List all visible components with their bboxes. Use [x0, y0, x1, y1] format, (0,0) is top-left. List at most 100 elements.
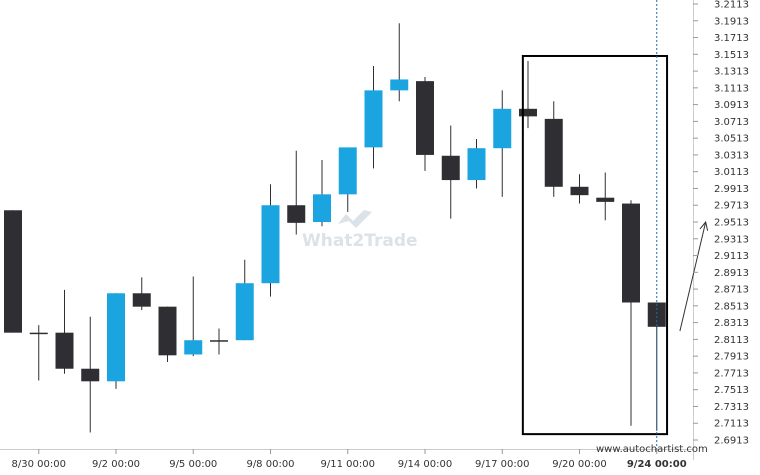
- candle: [313, 159, 331, 227]
- candle-body: [261, 205, 280, 284]
- plot-area: [0, 0, 694, 460]
- candle: [261, 184, 280, 297]
- overlays: [521, 0, 709, 449]
- y-tick-label: 2.9713: [714, 201, 749, 212]
- candle-body: [519, 108, 537, 117]
- candle-body: [544, 118, 563, 187]
- candle-body: [416, 81, 434, 155]
- y-tick-label: 2.9513: [714, 218, 749, 229]
- y-tick-label: 3.0113: [714, 167, 749, 178]
- candle: [81, 316, 100, 433]
- candle-body: [338, 147, 357, 195]
- y-axis: 3.2113 3.1913 3.1713 3.1513 3.1313 3.1113 3.09…: [693, 0, 749, 447]
- candle-body: [287, 205, 306, 223]
- candle: [441, 125, 460, 219]
- watermark-logo-icon: [338, 210, 372, 228]
- x-axis: 8/30 00:00 9/2 00:00 9/5 00:00 9/8 00:00 9/1…: [12, 449, 687, 470]
- y-tick-label: 3.2113: [714, 0, 749, 11]
- projection-arrow: [679, 221, 707, 332]
- y-tick-label: 3.0513: [714, 134, 749, 145]
- candles: [4, 23, 666, 433]
- y-tick-label: 2.7713: [714, 368, 749, 379]
- candle: [570, 174, 589, 204]
- candle-body: [441, 155, 460, 181]
- candle: [55, 289, 74, 374]
- y-tick-label: 2.7313: [714, 402, 749, 413]
- candle: [210, 328, 228, 355]
- y-tick-label: 3.0313: [714, 150, 749, 161]
- y-tick-label: 2.6913: [714, 436, 749, 447]
- candle-body: [493, 108, 512, 149]
- y-tick-label: 3.0713: [714, 117, 749, 128]
- candle-body: [570, 186, 589, 196]
- candle: [338, 147, 357, 212]
- candle-body: [29, 332, 48, 335]
- candle: [467, 138, 486, 189]
- candle-body: [132, 293, 151, 307]
- y-tick-label: 2.7113: [714, 419, 749, 430]
- candle: [493, 90, 512, 197]
- candle: [416, 76, 434, 171]
- y-tick-label: 2.8913: [714, 268, 749, 279]
- candle: [29, 325, 48, 381]
- candle-body: [4, 210, 22, 333]
- x-tick-label: 9/14 00:00: [398, 459, 452, 470]
- x-tick-label: 9/5 00:00: [169, 459, 217, 470]
- x-tick-label: 9/24 00:00: [627, 459, 687, 470]
- projection-arrow-head: [699, 220, 709, 231]
- candle: [184, 276, 203, 357]
- candle-body: [107, 293, 125, 382]
- candle-body: [158, 306, 177, 356]
- pattern-box: [521, 54, 669, 436]
- candle-body: [364, 90, 383, 148]
- candle: [158, 306, 177, 363]
- watermark-text: What2Trade: [302, 231, 418, 251]
- y-tick-label: 2.7513: [714, 385, 749, 396]
- candle-body: [622, 203, 640, 303]
- y-tick-label: 2.8313: [714, 318, 749, 329]
- x-tick-label: 8/30 00:00: [12, 459, 66, 470]
- y-tick-label: 2.8513: [714, 301, 749, 312]
- candle: [235, 259, 254, 341]
- candle-body: [596, 197, 615, 202]
- candle-body: [184, 340, 203, 355]
- candle-body: [55, 332, 74, 369]
- candle: [519, 61, 537, 129]
- y-tick-label: 2.9113: [714, 251, 749, 262]
- watermark: What2Trade: [302, 210, 418, 251]
- y-tick-label: 3.1313: [714, 67, 749, 78]
- candle-body: [313, 194, 331, 222]
- site-label: www.autochartist.com: [596, 444, 708, 455]
- y-tick-label: 3.0913: [714, 100, 749, 111]
- candle-body: [235, 283, 254, 341]
- y-tick-label: 2.8113: [714, 335, 749, 346]
- y-tick-label: 3.1713: [714, 33, 749, 44]
- candle-body: [390, 79, 409, 91]
- x-tick-label: 9/8 00:00: [246, 459, 294, 470]
- candle-body: [81, 368, 100, 382]
- y-tick-label: 2.8713: [714, 285, 749, 296]
- candle: [287, 150, 306, 235]
- candle: [132, 277, 151, 311]
- x-tick-label: 9/17 00:00: [475, 459, 529, 470]
- candle: [622, 200, 640, 426]
- candle: [364, 66, 383, 169]
- y-tick-label: 2.9313: [714, 234, 749, 245]
- y-tick-label: 3.1913: [714, 16, 749, 27]
- candle: [107, 293, 125, 389]
- y-tick-label: 2.7913: [714, 352, 749, 363]
- candle-body: [467, 148, 486, 181]
- candle-body: [210, 340, 228, 342]
- x-tick-label: 9/11 00:00: [321, 459, 375, 470]
- y-tick-label: 3.1113: [714, 83, 749, 94]
- candle: [596, 172, 615, 221]
- candle: [544, 101, 563, 197]
- x-tick-label: 9/20 00:00: [552, 459, 606, 470]
- candle-body: [647, 302, 666, 327]
- y-tick-label: 3.1513: [714, 50, 749, 61]
- candle: [4, 210, 22, 333]
- y-tick-label: 2.9913: [714, 184, 749, 195]
- candle: [390, 23, 409, 102]
